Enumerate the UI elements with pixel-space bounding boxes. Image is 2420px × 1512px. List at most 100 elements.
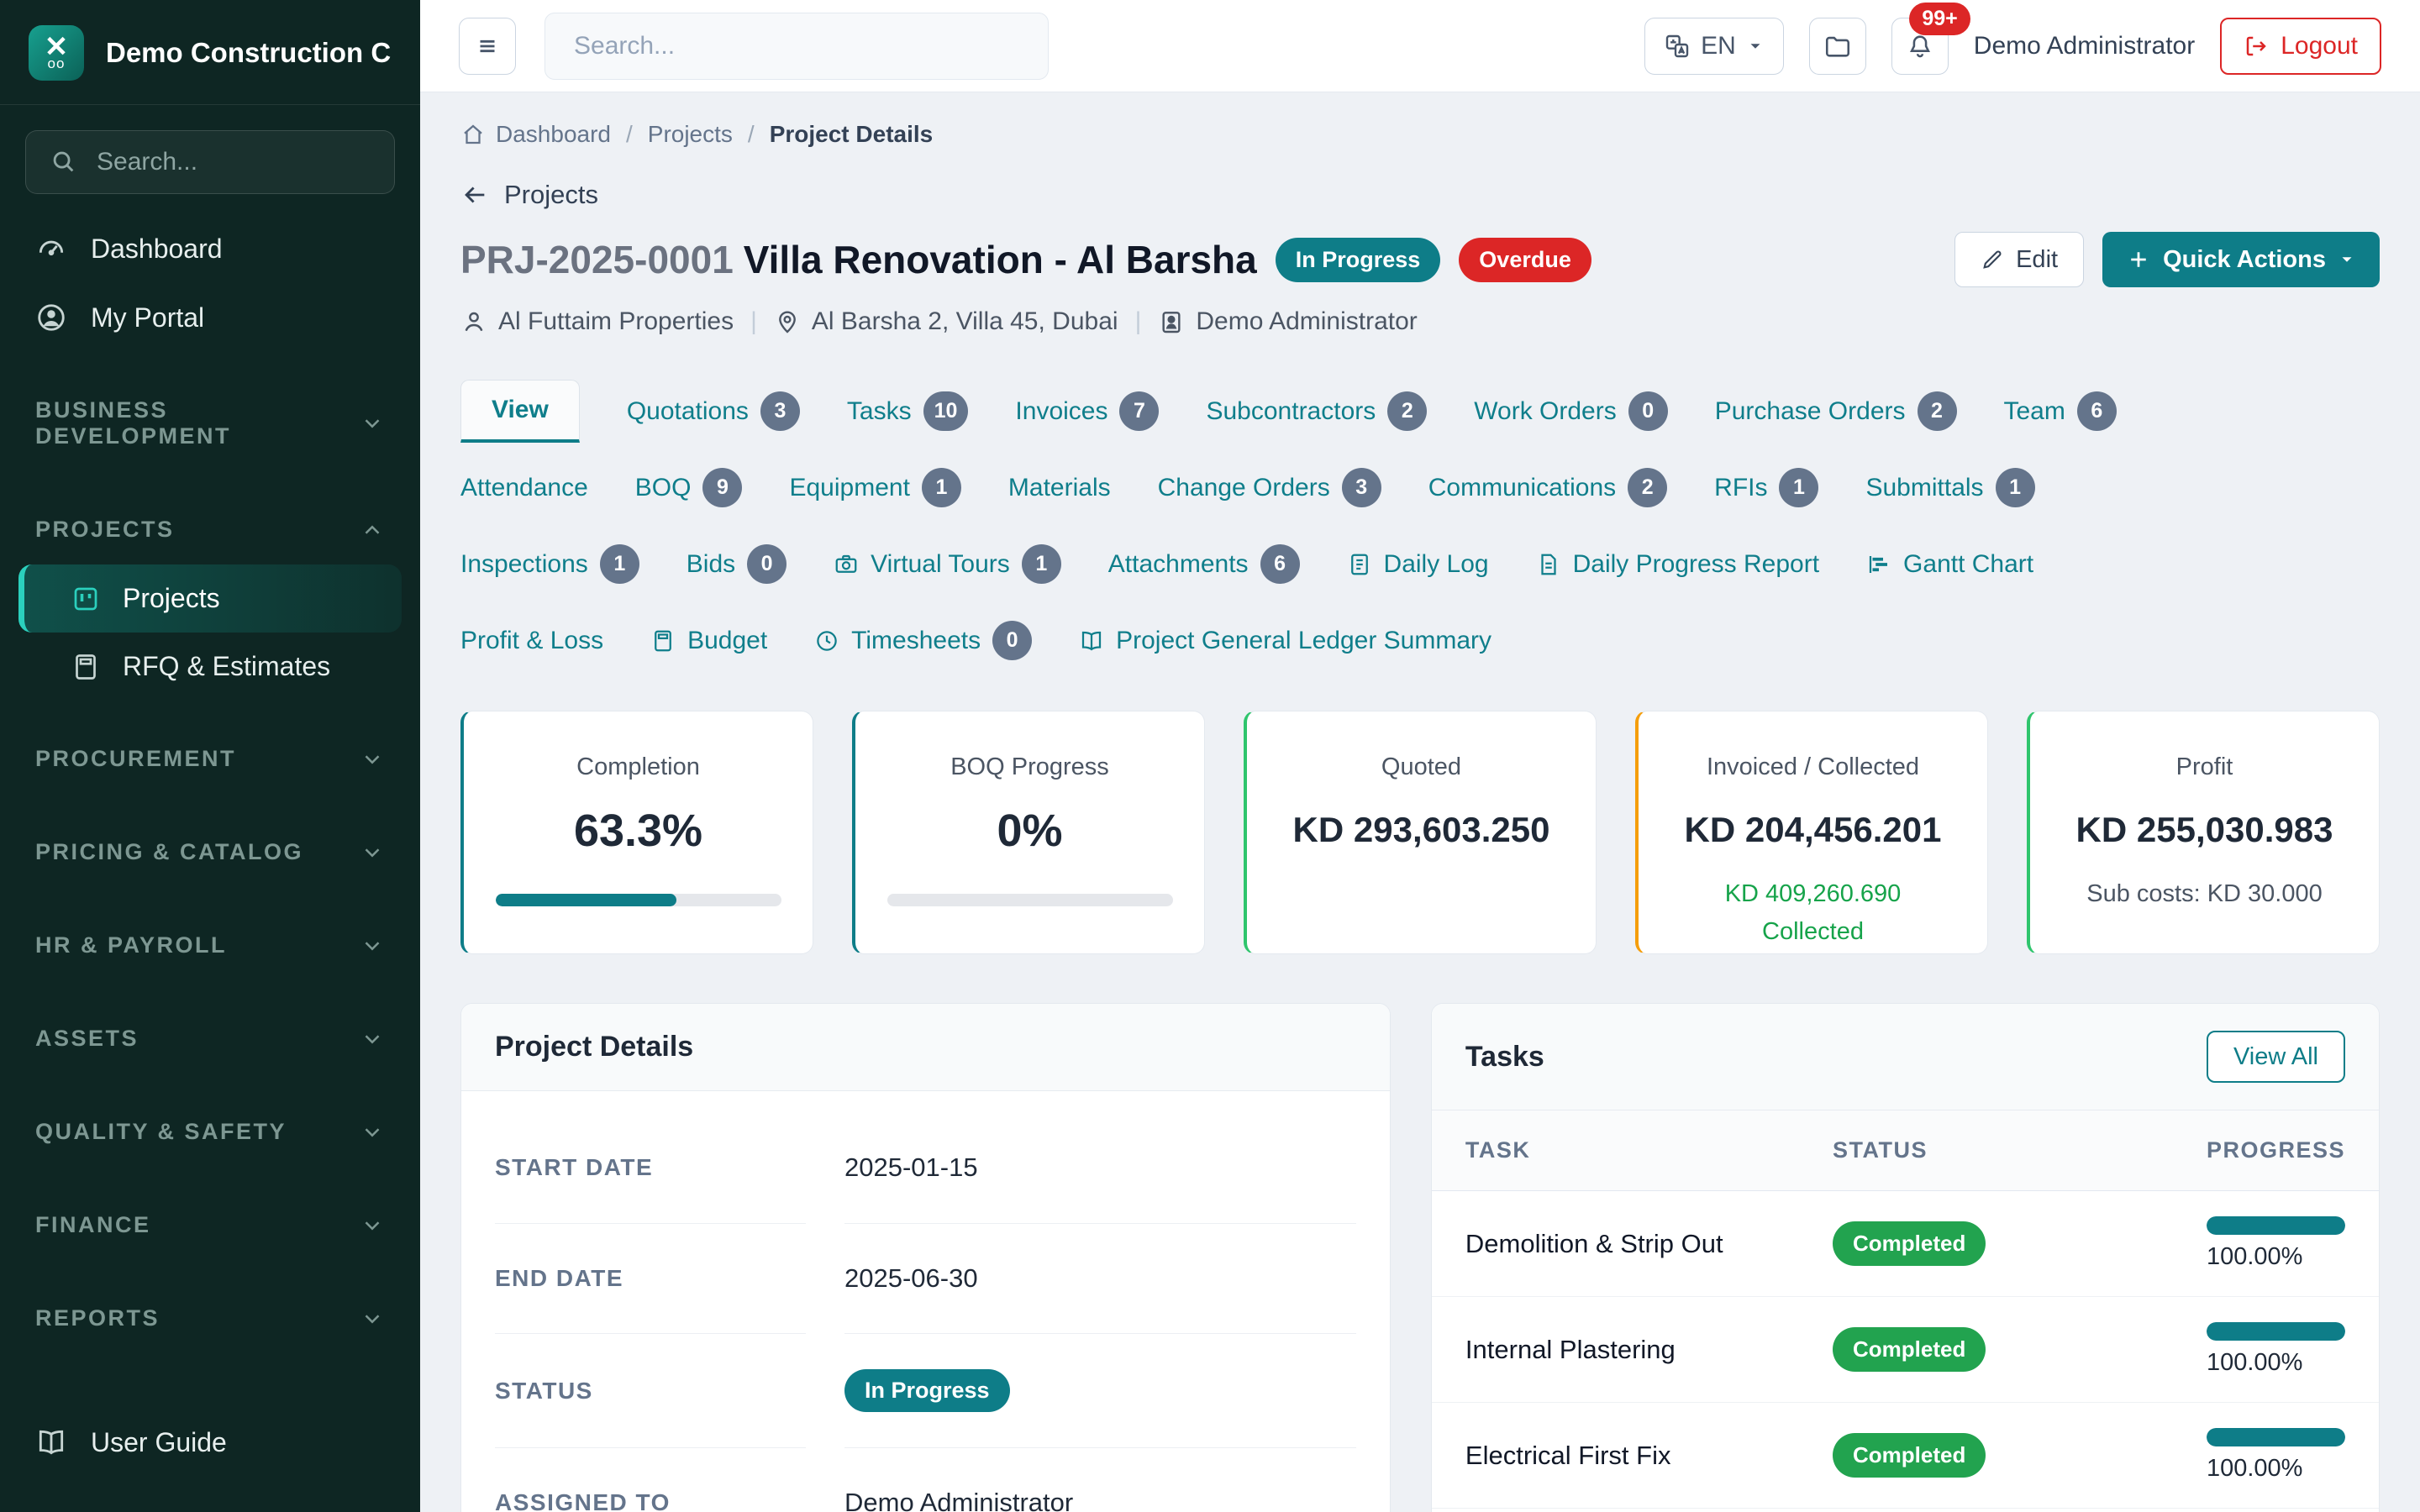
tab-invoices[interactable]: Invoices 7 — [1015, 376, 1160, 446]
tab-daily-log[interactable]: Daily Log — [1347, 535, 1489, 594]
tab-count-badge: 6 — [1260, 544, 1300, 584]
tab-profit-loss[interactable]: Profit & Loss — [460, 612, 603, 670]
tab-count-badge: 2 — [1628, 468, 1668, 507]
tab-communications[interactable]: Communications 2 — [1428, 453, 1668, 522]
sidebar-search-input[interactable] — [25, 130, 395, 194]
sidebar-item-user-guide[interactable]: User Guide — [18, 1408, 402, 1477]
panels: Project Details START DATE 2025-01-15 EN… — [460, 1003, 2380, 1512]
tab-label: Attendance — [460, 473, 588, 501]
stat-subtext: KD 409,260.690 Collected — [1724, 880, 1902, 945]
tab-equipment[interactable]: Equipment 1 — [789, 453, 961, 522]
tab-quotations[interactable]: Quotations 3 — [627, 376, 800, 446]
tab-virtual-tours[interactable]: Virtual Tours 1 — [834, 529, 1061, 599]
tab-row-2: Attendance BOQ 9 Equipment 1 Materials Cha… — [460, 453, 2380, 522]
tab-label: Team — [2003, 396, 2065, 425]
panel-title: Project Details — [495, 1031, 694, 1063]
sidebar-section-assets[interactable]: ASSETS — [18, 1004, 402, 1074]
tab-submittals[interactable]: Submittals 1 — [1865, 453, 2035, 522]
tab-row-1: View Quotations 3 Tasks 10 Invoices 7 Subco… — [460, 376, 2380, 446]
tab-label: Submittals — [1865, 473, 1984, 501]
sidebar-section-reports[interactable]: REPORTS — [18, 1284, 402, 1353]
tab-purchase-orders[interactable]: Purchase Orders 2 — [1715, 376, 1957, 446]
breadcrumb-projects[interactable]: Projects — [648, 121, 733, 148]
tab-label: Profit & Loss — [460, 626, 604, 654]
camera-icon — [834, 552, 859, 577]
task-progress: 100.00% — [2206, 1216, 2345, 1271]
quick-actions-label: Quick Actions — [2163, 245, 2326, 273]
tab-timesheets[interactable]: Timesheets 0 — [814, 606, 1033, 675]
tab-tasks[interactable]: Tasks 10 — [847, 376, 969, 446]
tab-rfis[interactable]: RFIs 1 — [1714, 453, 1819, 522]
tab-daily-progress-report[interactable]: Daily Progress Report — [1536, 535, 1819, 594]
sidebar-section-projects[interactable]: PROJECTS — [18, 495, 402, 564]
client-meta: Al Futtaim Properties — [460, 307, 734, 336]
status-badge: Completed — [1832, 1221, 1986, 1266]
chevron-down-icon — [360, 840, 385, 865]
tab-label: Attachments — [1107, 549, 1249, 578]
back-to-projects-link[interactable]: Projects — [460, 180, 598, 210]
tab-attachments[interactable]: Attachments 6 — [1108, 529, 1300, 599]
tab-view[interactable]: View — [460, 380, 580, 443]
project-meta: Al Futtaim Properties | Al Barsha 2, Vil… — [460, 307, 2380, 336]
tab-count-badge: 0 — [747, 544, 787, 584]
stat-subtext: Sub costs: KD 30.000 — [2086, 880, 2323, 907]
sidebar-section-pricing-catalog[interactable]: PRICING & CATALOG — [18, 817, 402, 887]
sidebar-section-administration[interactable]: ADMINISTRATION — [18, 1377, 402, 1399]
stat-card-completion: Completion 63.3% — [460, 711, 813, 954]
header-actions: Edit Quick Actions — [1954, 232, 2380, 287]
progress-fill — [495, 894, 676, 906]
progress-track — [2206, 1322, 2345, 1341]
stat-value: 63.3% — [573, 806, 703, 856]
tab-gantt-chart[interactable]: Gantt Chart — [1866, 535, 2033, 594]
tab-project-general-ledger-summary[interactable]: Project General Ledger Summary — [1079, 612, 1491, 670]
sidebar-item-label: RFQ & Estimates — [123, 651, 331, 681]
tab-work-orders[interactable]: Work Orders 0 — [1474, 376, 1668, 446]
edit-button[interactable]: Edit — [1954, 232, 2085, 287]
view-all-button[interactable]: View All — [2206, 1031, 2345, 1083]
stat-card-quoted: Quoted KD 293,603.250 — [1244, 711, 1597, 954]
tab-inspections[interactable]: Inspections 1 — [460, 529, 639, 599]
tab-attendance[interactable]: Attendance — [460, 459, 588, 517]
sidebar-item-dashboard[interactable]: Dashboard — [18, 214, 402, 283]
chevron-down-icon — [360, 1306, 385, 1331]
sidebar-section-hr-payroll[interactable]: HR & PAYROLL — [18, 911, 402, 980]
manager-meta: Demo Administrator — [1158, 307, 1418, 336]
section-label: REPORTS — [35, 1305, 160, 1331]
detail-row: START DATE 2025-01-15 — [495, 1113, 1356, 1224]
panel-title: Tasks — [1465, 1040, 1544, 1073]
tab-count-badge: 0 — [992, 621, 1033, 660]
logout-button[interactable]: Logout — [2220, 17, 2381, 75]
tab-label: BOQ — [634, 473, 692, 501]
breadcrumb-dashboard[interactable]: Dashboard — [460, 121, 611, 148]
sidebar-item-my-portal[interactable]: My Portal — [18, 283, 402, 352]
tab-bids[interactable]: Bids 0 — [687, 529, 787, 599]
tab-budget[interactable]: Budget — [650, 612, 767, 670]
language-selector[interactable]: EN — [1644, 17, 1784, 75]
sidebar-section-business-development[interactable]: BUSINESS DEVELOPMENT — [18, 375, 402, 471]
client-name: Al Futtaim Properties — [498, 307, 734, 335]
tab-subcontractors[interactable]: Subcontractors 2 — [1206, 376, 1428, 446]
sidebar-section-procurement[interactable]: PROCUREMENT — [18, 724, 402, 794]
sidebar-header: ✕ oo Demo Construction C... — [0, 0, 420, 105]
sidebar-toggle-button[interactable] — [459, 17, 516, 75]
tab-materials[interactable]: Materials — [1008, 459, 1111, 517]
tab-label: Gantt Chart — [1903, 549, 2034, 578]
sidebar-item-rfq-estimates[interactable]: RFQ & Estimates — [18, 633, 402, 701]
breadcrumb-current: Project Details — [769, 121, 934, 147]
stat-card-profit: Profit KD 255,030.983 Sub costs: KD 30.0… — [2027, 711, 2380, 954]
tab-change-orders[interactable]: Change Orders 3 — [1158, 453, 1381, 522]
hamburger-icon — [473, 32, 502, 60]
sidebar-item-projects[interactable]: Projects — [18, 564, 402, 633]
sidebar-section-quality-safety[interactable]: QUALITY & SAFETY — [18, 1097, 402, 1167]
location-meta: Al Barsha 2, Villa 45, Dubai — [774, 307, 1118, 336]
quick-actions-button[interactable]: Quick Actions — [2102, 232, 2380, 287]
topbar-search-input[interactable] — [544, 12, 1049, 80]
sidebar-section-finance[interactable]: FINANCE — [18, 1190, 402, 1260]
stat-label: Profit — [2175, 753, 2233, 780]
progress-track — [2206, 1428, 2345, 1446]
tab-team[interactable]: Team 6 — [2004, 376, 2117, 446]
tab-boq[interactable]: BOQ 9 — [635, 453, 743, 522]
translate-icon — [1664, 33, 1691, 60]
files-button[interactable] — [1808, 17, 1866, 75]
